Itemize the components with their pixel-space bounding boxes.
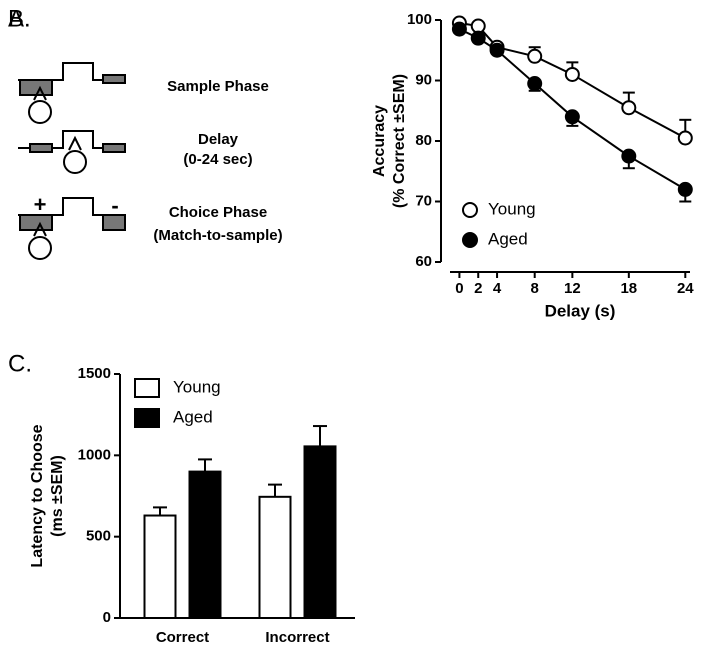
bar xyxy=(143,514,177,620)
bar xyxy=(188,470,222,619)
maze-diagram xyxy=(18,62,126,260)
panel-label: C. xyxy=(8,350,32,377)
point xyxy=(527,48,543,64)
point xyxy=(564,109,580,125)
legend-label: Young xyxy=(488,199,536,218)
y-axis-label: (% Correct ±SEM) xyxy=(391,74,408,208)
point xyxy=(621,148,637,164)
phase-label: Sample Phase xyxy=(167,78,269,95)
phase-label: Delay xyxy=(198,131,239,148)
y-axis-label: Accuracy xyxy=(371,105,388,177)
panel-label: A. xyxy=(8,5,31,32)
y-tick-label: 60 xyxy=(415,253,432,270)
phase-label: (Match-to-sample) xyxy=(153,227,282,244)
phase-label: Choice Phase xyxy=(169,204,267,221)
point xyxy=(527,76,543,92)
point xyxy=(677,181,693,197)
point xyxy=(621,100,637,116)
x-tick-label: 0 xyxy=(455,280,463,297)
x-tick-label: 12 xyxy=(564,280,581,297)
y-tick-label: 500 xyxy=(86,528,111,545)
x-tick-label: 8 xyxy=(531,280,539,297)
y-tick-label: 100 xyxy=(407,11,432,28)
y-axis-label: Latency to Choose xyxy=(29,424,46,567)
point xyxy=(470,18,486,34)
x-tick-label: 4 xyxy=(493,280,502,297)
point xyxy=(677,130,693,146)
legend-marker xyxy=(462,202,478,218)
legend-label: Young xyxy=(173,377,221,396)
y-tick-label: 1000 xyxy=(78,446,111,463)
y-tick-label: 1500 xyxy=(78,365,111,382)
y-axis-label: Latency to Choose (ms ±SEM) xyxy=(29,424,66,567)
legend-label: Aged xyxy=(488,229,528,248)
phase-label: (0-24 sec) xyxy=(183,151,252,168)
y-tick-label: 80 xyxy=(415,132,432,149)
bar xyxy=(258,495,292,619)
bar xyxy=(303,445,337,619)
legend-marker xyxy=(462,232,478,248)
point xyxy=(451,21,467,37)
y-tick-label: 90 xyxy=(415,71,432,88)
x-tick-label: Incorrect xyxy=(265,629,329,646)
legend-swatch xyxy=(134,378,160,398)
x-tick-label: 24 xyxy=(677,280,694,297)
legend-label: Aged xyxy=(173,407,213,426)
x-tick-label: Correct xyxy=(156,629,209,646)
y-tick-label: 0 xyxy=(103,609,111,626)
x-axis-label: Delay (s) xyxy=(545,301,616,320)
panel-label: B. xyxy=(8,5,31,32)
y-axis-label: Accuracy (% Correct ±SEM) xyxy=(371,74,408,208)
plus-sign: + xyxy=(34,192,47,217)
y-tick-label: 70 xyxy=(415,192,432,209)
y-axis-label: (ms ±SEM) xyxy=(49,455,66,537)
x-tick-label: 18 xyxy=(620,280,637,297)
point xyxy=(489,42,505,58)
point xyxy=(564,66,580,82)
point xyxy=(470,30,486,46)
legend-swatch xyxy=(134,408,160,428)
x-tick-label: 2 xyxy=(474,280,482,297)
minus-sign: - xyxy=(111,193,118,218)
